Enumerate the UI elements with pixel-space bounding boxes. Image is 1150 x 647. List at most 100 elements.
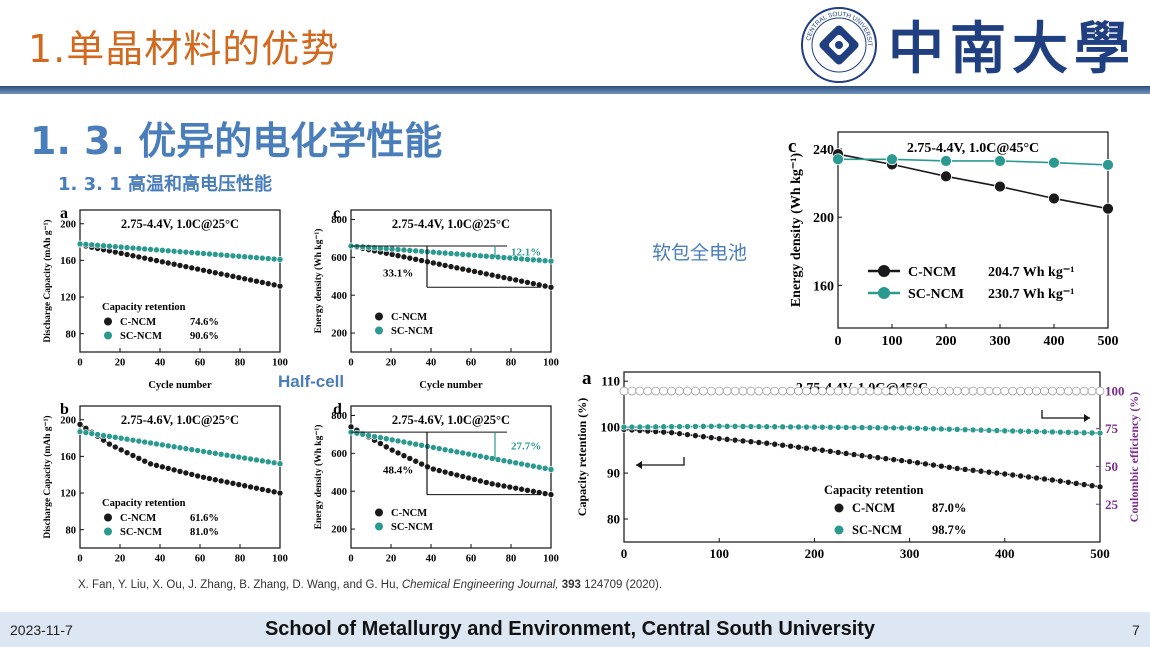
data-point [984,386,994,396]
data-point [938,462,945,470]
data-point [447,250,455,257]
data-point [945,425,953,433]
data-point [969,426,977,434]
y-tick-label: 400 [331,487,347,498]
data-point [117,446,125,454]
data-point [1056,386,1065,396]
data-point [1080,429,1088,437]
data-point [82,429,90,436]
legend-marker [878,287,890,299]
data-point [153,257,160,264]
plot-frame [350,405,552,549]
data-point [707,422,715,430]
legend-retention: 90.6% [190,331,219,342]
data-point [1000,386,1010,396]
data-point [787,423,794,431]
data-point [365,432,372,439]
y-tick-label: 200 [331,329,347,340]
data-point [270,281,278,289]
data-point [512,459,520,467]
data-point [500,254,508,261]
data-point [353,429,361,437]
y-tick-label: 160 [60,256,76,267]
citation-pages: 124709 (2020). [580,579,663,591]
x-tick-label: 400 [995,546,1015,561]
y-axis-label: Capacity retention (%) [578,398,589,516]
data-point [241,482,249,490]
data-point [382,245,390,252]
data-point [270,488,278,496]
data-point [1063,386,1073,396]
data-point [276,460,284,468]
data-point [1096,429,1104,437]
y2-axis-label: Coulombic efficiency (%) [1127,392,1141,523]
legend-marker [834,525,844,535]
data-point [1049,476,1056,484]
data-point [547,491,555,498]
legend-marker [834,503,844,513]
data-point [1033,474,1040,482]
data-point [465,266,472,274]
panel-letter: c [788,136,796,157]
data-point [770,386,780,396]
x-tick-label: 0 [348,554,353,565]
data-point [811,445,818,453]
data-point [1064,478,1072,486]
data-point [170,466,178,474]
data-point [627,386,637,396]
data-point [803,423,810,431]
data-point [914,459,921,467]
data-point [276,282,284,290]
page-number: 7 [1132,622,1140,638]
data-point [394,246,402,253]
series-line-sc-ncm [838,158,1109,166]
title-divider [0,86,1150,94]
legend-marker [104,527,112,536]
data-point [518,277,525,285]
data-point [223,451,231,459]
data-point [731,423,739,430]
data-point [1001,470,1009,478]
data-point [100,242,107,250]
y2-tick-label: 75 [1105,421,1119,436]
data-point [1048,192,1060,205]
data-point [241,454,249,462]
y-tick-label: 110 [601,374,620,389]
data-point [435,445,443,452]
legend-title: Capacity retention [824,483,923,497]
legend-retention: 61.6% [190,513,219,524]
university-name-logo: 中南大學 [888,16,1136,82]
data-point [874,454,882,461]
data-point [111,443,119,451]
data-point [866,453,874,460]
data-point [371,433,378,440]
data-point [1080,481,1088,488]
plot-frame [837,131,1109,329]
y-tick-label: 800 [331,411,347,422]
data-point [471,252,478,259]
data-point [88,430,96,437]
data-point [1088,429,1096,437]
data-point [194,265,201,273]
data-point [787,442,794,450]
data-point [229,273,237,280]
data-point [500,482,508,490]
data-point [129,452,137,459]
data-point [541,490,549,497]
data-point [123,251,131,258]
data-point [723,422,731,430]
data-point [235,481,243,488]
legend-value: 204.7 Wh kg⁻¹ [988,265,1074,280]
data-point [430,465,437,473]
data-point [188,446,196,453]
data-point [418,460,425,468]
data-point [897,386,906,396]
data-point [755,423,763,430]
legend-label: C-NCM [908,265,956,280]
data-point [394,437,402,445]
plot-frame [350,209,552,353]
plot-frame [623,371,1101,543]
x-tick-label: 40 [426,554,437,565]
data-point [229,252,237,260]
data-point [506,483,514,491]
